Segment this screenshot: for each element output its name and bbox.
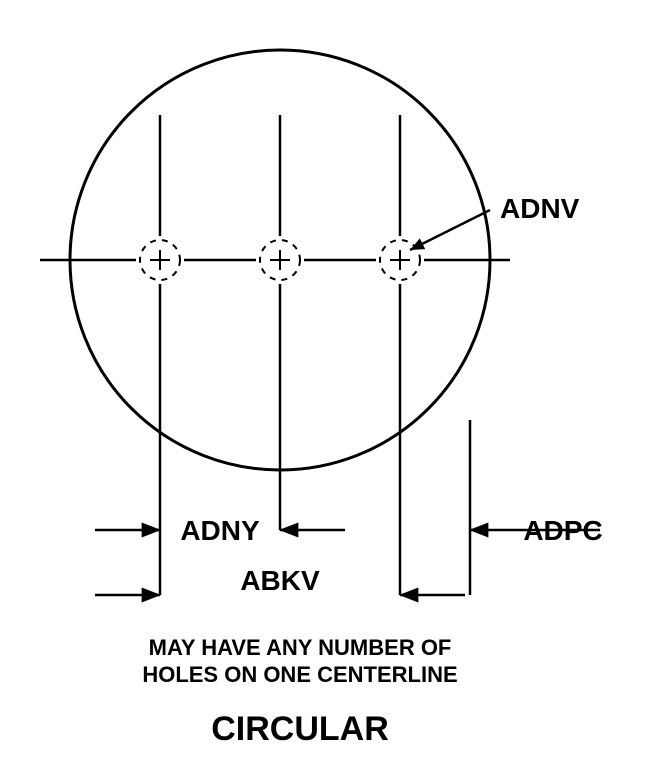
arrowhead	[142, 523, 160, 537]
label-note2: HOLES ON ONE CENTERLINE	[142, 662, 457, 687]
arrowhead	[142, 588, 160, 602]
arrowhead	[280, 523, 298, 537]
technical-diagram: ADNV ADNY ADPC ABKV MAY HAVE ANY NUMBER OFHO…	[0, 0, 660, 780]
label-adnv: ADNV	[500, 193, 580, 224]
arrowhead	[470, 523, 488, 537]
label-abkv: ABKV	[240, 565, 320, 596]
label-note1: MAY HAVE ANY NUMBER OF	[149, 635, 452, 660]
label-adpc: ADPC	[523, 515, 602, 546]
arrowhead	[400, 588, 418, 602]
label-adny: ADNY	[180, 515, 260, 546]
label-title: CIRCULAR	[211, 710, 389, 748]
